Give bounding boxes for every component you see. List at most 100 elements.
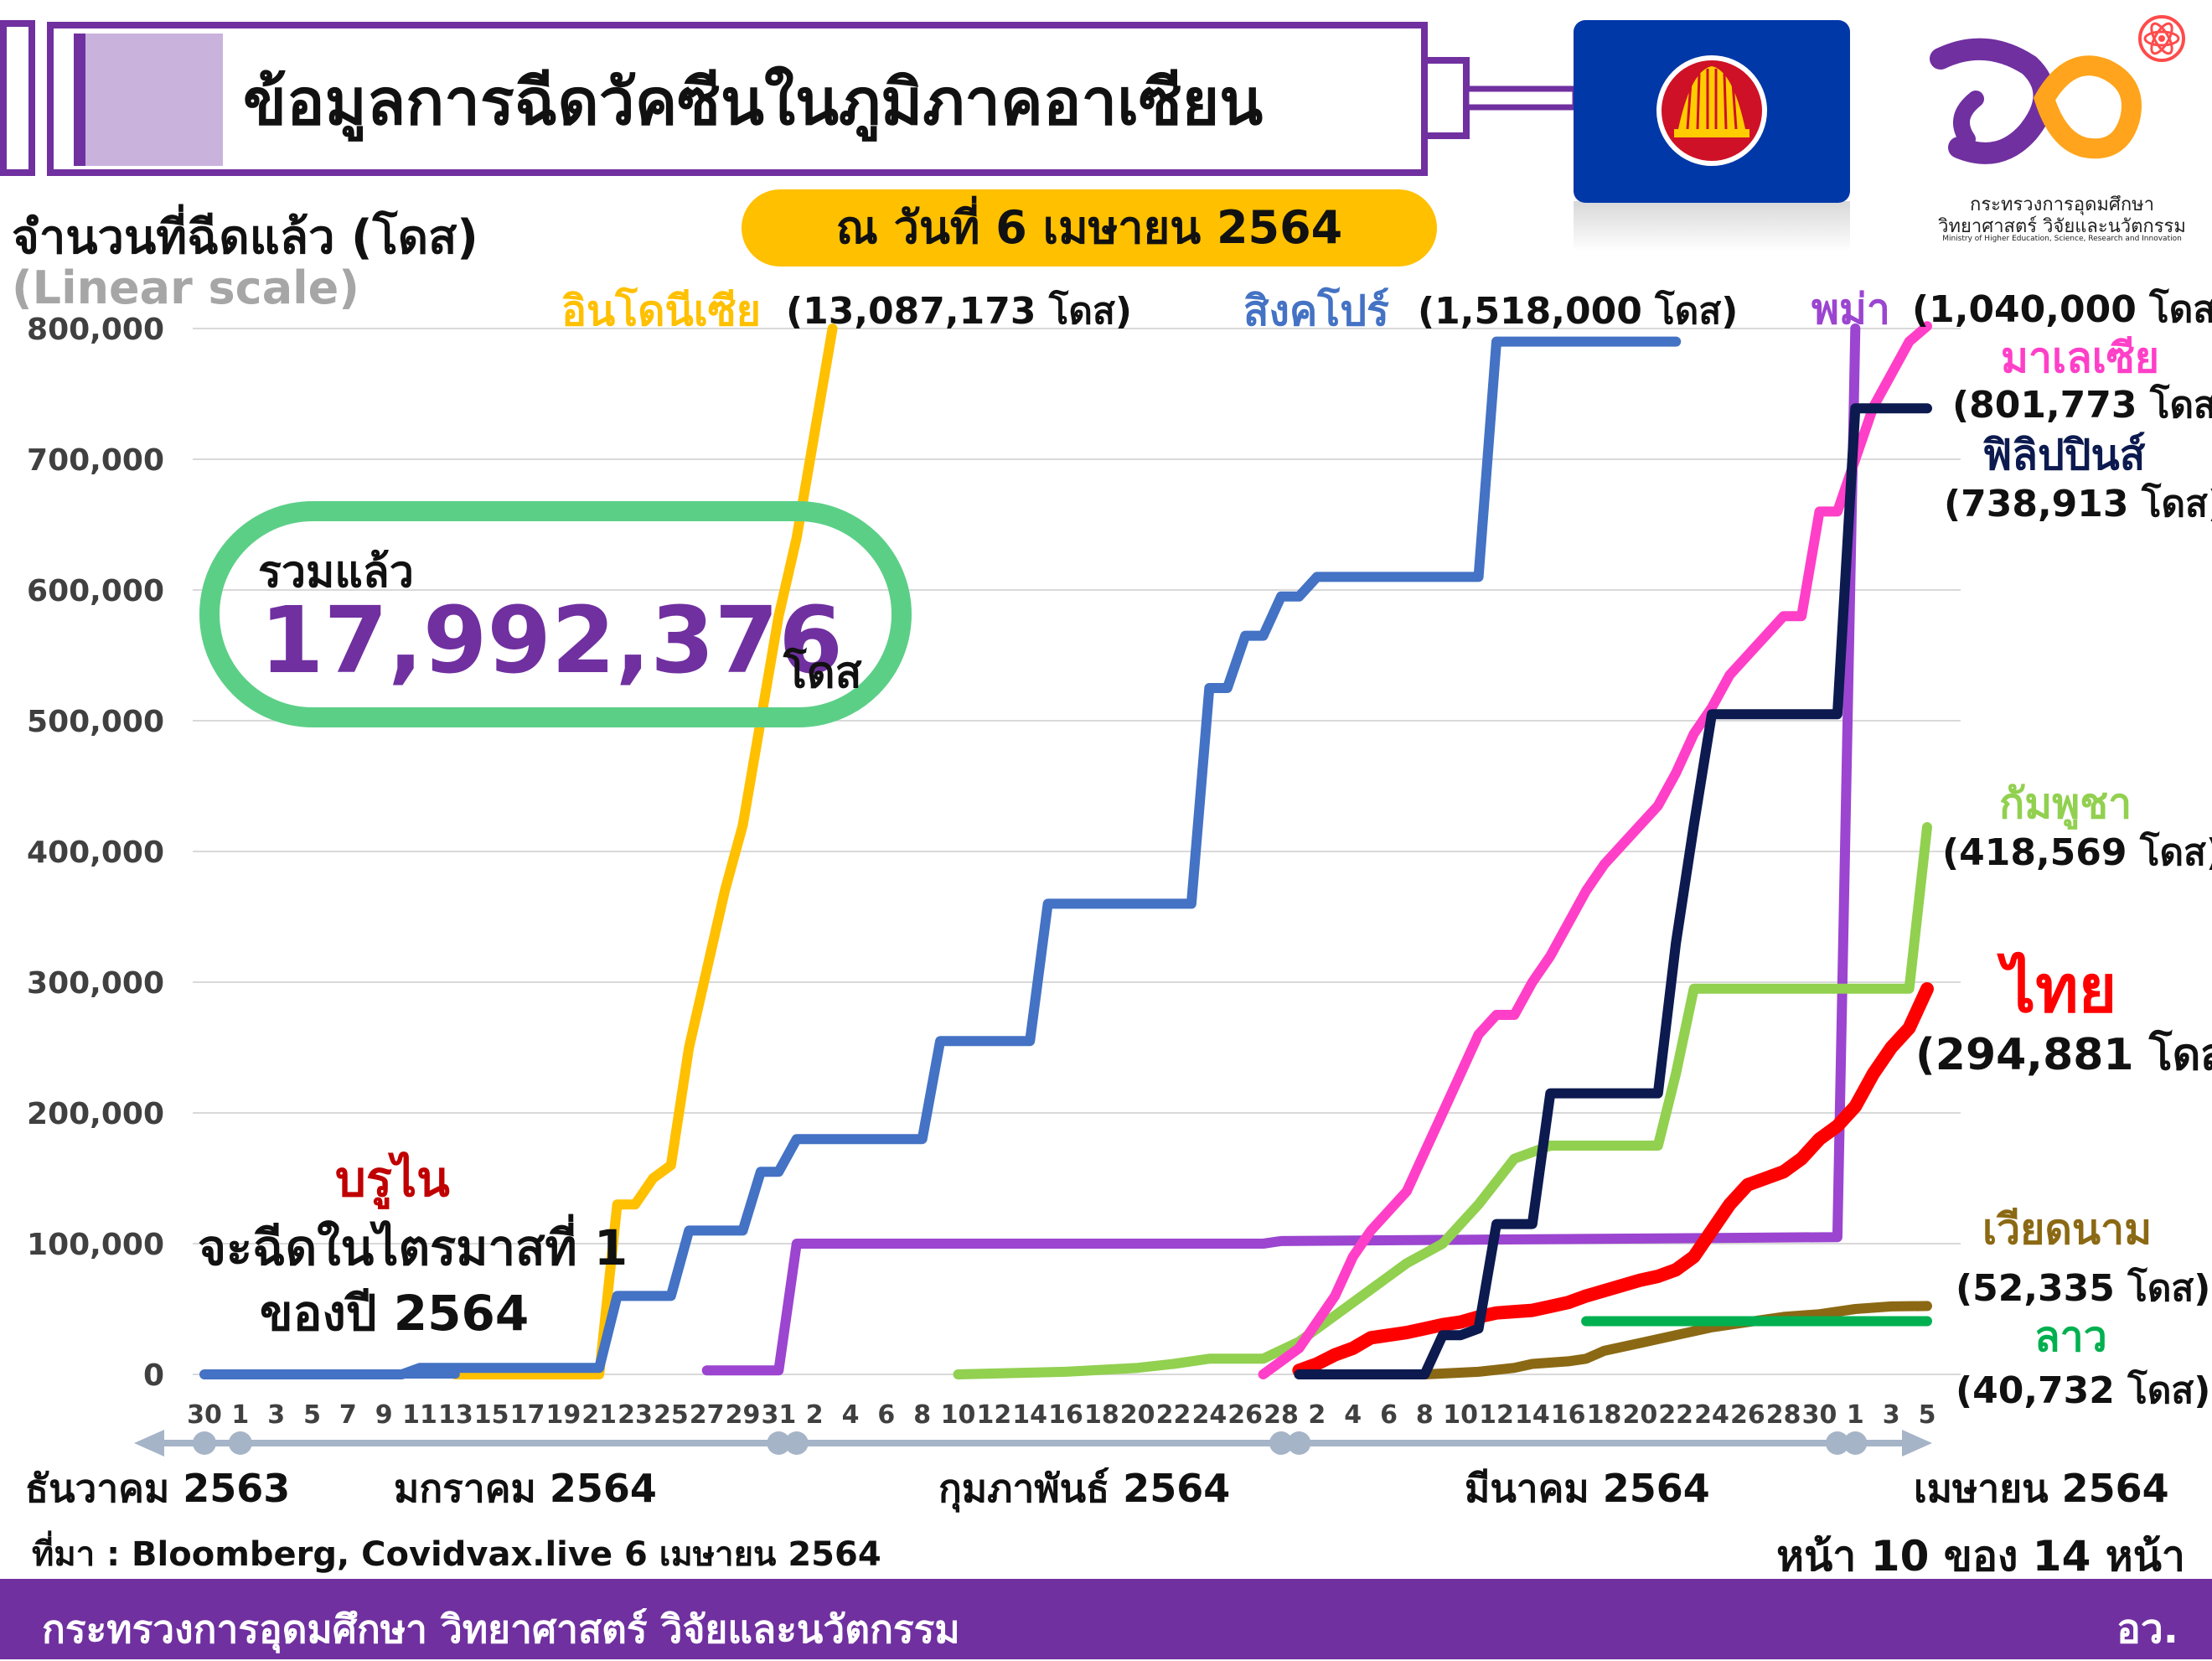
- thailand-label: ไทย: [2003, 952, 2117, 1027]
- x-tick-label: 29: [726, 1400, 761, 1430]
- malaysia-label: มาเลเซีย: [2001, 334, 2160, 382]
- x-tick-label: 3: [1883, 1400, 1900, 1430]
- cambodia-label: กัมพูชา: [1999, 779, 2132, 828]
- x-tick-label: 16: [1048, 1400, 1083, 1430]
- cambodia-doses: (418,569 โดส): [1942, 831, 2212, 874]
- x-tick-label: 12: [976, 1400, 1011, 1430]
- month-boundary-marker: [1287, 1431, 1311, 1455]
- x-tick-label: 4: [1344, 1400, 1362, 1430]
- x-tick-label: 18: [1587, 1400, 1622, 1430]
- x-tick-label: 12: [1479, 1400, 1514, 1430]
- malaysia-doses: (801,773 โดส): [1952, 384, 2212, 427]
- y-tick-label: 0: [143, 1358, 164, 1393]
- month-boundary-marker: [228, 1431, 252, 1455]
- vietnam-doses: (52,335 โดส): [1956, 1267, 2211, 1310]
- x-tick-label: 8: [913, 1400, 931, 1430]
- x-tick-label: 6: [877, 1400, 895, 1430]
- x-tick-label: 19: [545, 1400, 581, 1430]
- x-tick-label: 23: [618, 1400, 653, 1430]
- x-tick-label: 3: [267, 1400, 285, 1430]
- y-axis-title: จำนวนที่ฉีดแล้ว (โดส): [12, 210, 478, 265]
- singapore-label: สิงคโปร์: [1243, 287, 1389, 335]
- x-tick-label: 30: [187, 1400, 222, 1430]
- x-tick-label: 1: [1847, 1400, 1864, 1430]
- month-boundary-marker: [1825, 1431, 1849, 1455]
- y-tick-label: 600,000: [27, 574, 164, 608]
- x-tick-label: 26: [1227, 1400, 1263, 1430]
- thailand-doses: (294,881 โดส): [1915, 1030, 2212, 1080]
- x-tick-label: 7: [339, 1400, 357, 1430]
- philippines-doses: (738,913 โดส): [1944, 483, 2212, 525]
- x-tick-label: 27: [690, 1400, 725, 1430]
- timeline-arrow-left: [134, 1430, 164, 1457]
- month-boundary-marker: [1843, 1431, 1868, 1455]
- singapore-doses: (1,518,000 โดส): [1418, 290, 1739, 333]
- y-tick-label: 100,000: [27, 1228, 164, 1262]
- x-tick-label: 20: [1120, 1400, 1155, 1430]
- total-value: 17,992,376: [260, 587, 843, 694]
- month-boundary-marker: [767, 1431, 791, 1455]
- x-tick-label: 24: [1191, 1400, 1227, 1430]
- x-tick-label: 20: [1622, 1400, 1657, 1430]
- x-tick-label: 16: [1551, 1400, 1586, 1430]
- x-tick-label: 6: [1380, 1400, 1398, 1430]
- brunei-label: บรูไน: [335, 1151, 450, 1208]
- syringe-title-graphic: [0, 20, 1579, 176]
- y-tick-label: 800,000: [27, 313, 164, 347]
- month-boundary-marker: [193, 1431, 216, 1455]
- y-tick-label: 700,000: [27, 443, 164, 478]
- series-line-singapore: [199, 336, 1682, 1379]
- series-line-philippines: [1294, 403, 1932, 1379]
- date-badge: ณ วันที่ 6 เมษายน 2564: [742, 189, 1437, 266]
- y-tick-label: 200,000: [27, 1097, 164, 1131]
- series-line-myanmar: [701, 323, 1861, 1376]
- total-unit: โดส: [783, 648, 862, 698]
- series-line-vietnam: [1419, 1301, 1932, 1379]
- series-line-thailand: [1292, 982, 1934, 1378]
- x-tick-label: 4: [842, 1400, 860, 1430]
- x-tick-label: 21: [581, 1400, 617, 1430]
- y-tick-label: 300,000: [27, 966, 164, 1001]
- y-tick-label: 400,000: [27, 836, 164, 870]
- total-label: รวมแล้ว: [258, 547, 414, 598]
- x-tick-label: 14: [1012, 1400, 1047, 1430]
- month-label-mar: มีนาคม 2564: [1465, 1466, 1710, 1511]
- x-tick-label: 5: [303, 1400, 321, 1430]
- series-line-cambodia: [953, 822, 1932, 1379]
- month-label-dec: ธันวาคม 2563: [25, 1466, 291, 1511]
- indonesia-doses: (13,087,173 โดส): [786, 290, 1132, 333]
- myanmar-doses: (1,040,000 โดส): [1912, 288, 2212, 331]
- y-tick-label: 500,000: [27, 705, 164, 739]
- month-boundary-marker: [1269, 1431, 1293, 1455]
- x-tick-label: 5: [1919, 1400, 1936, 1430]
- x-axis: 30 1 3 5 7 9 11 13 15 17 19 21 23 25 27 29 31 2 4 6 8 10 12 14 1…: [134, 1400, 1936, 1457]
- y-tick-labels: 0 100,000 200,000 300,000 400,000 500,000 600,…: [27, 313, 164, 1393]
- y-scale-note: (Linear scale): [12, 261, 359, 314]
- footer-ministry: กระทรวงการอุดมศึกษา วิทยาศาสตร์ วิจัยและ…: [42, 1607, 960, 1652]
- footer-bar: [0, 1579, 2212, 1659]
- x-tick-label: 25: [654, 1400, 689, 1430]
- x-tick-label: 10: [941, 1400, 976, 1430]
- x-tick-label: 22: [1156, 1400, 1191, 1430]
- x-tick-label: 9: [375, 1400, 393, 1430]
- brunei-note-line-1: จะฉีดในไตรมาสที่ 1: [198, 1219, 628, 1276]
- x-tick-label: 2: [1308, 1400, 1326, 1430]
- series-line-malaysia: [1258, 321, 1932, 1379]
- x-tick-label: 26: [1730, 1400, 1765, 1430]
- month-label-feb: กุมภาพันธ์ 2564: [938, 1466, 1231, 1511]
- vietnam-label: เวียดนาม: [1982, 1205, 2153, 1254]
- x-tick-label: 10: [1443, 1400, 1478, 1430]
- laos-doses: (40,732 โดส): [1956, 1369, 2211, 1412]
- myanmar-label: พม่า: [1811, 285, 1890, 334]
- x-tick-label: 17: [510, 1400, 545, 1430]
- x-tick-label: 8: [1416, 1400, 1434, 1430]
- x-tick-label: 11: [402, 1400, 437, 1430]
- timeline-arrow-right: [1902, 1430, 1932, 1457]
- x-tick-label: 15: [474, 1400, 509, 1430]
- x-tick-label: 2: [806, 1400, 824, 1430]
- x-tick-label: 30: [1802, 1400, 1837, 1430]
- page-number: หน้า 10 ของ 14 หน้า: [1776, 1532, 2185, 1581]
- indonesia-label: อินโดนีเซีย: [561, 287, 762, 335]
- source-note: ที่มา : Bloomberg, Covidvax.live 6 เมษาย…: [32, 1535, 881, 1574]
